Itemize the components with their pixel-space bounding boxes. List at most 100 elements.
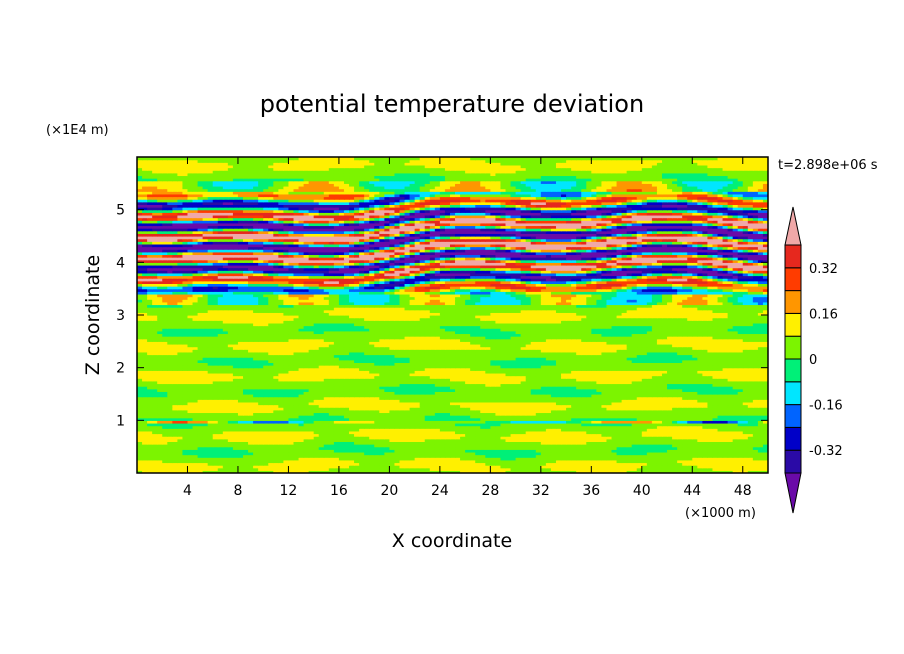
heatmap-cell <box>374 459 380 464</box>
heatmap-cell <box>555 438 562 442</box>
heatmap-cell <box>540 394 547 398</box>
heatmap-cell <box>525 428 532 432</box>
heatmap-cell <box>661 457 668 461</box>
heatmap-cell <box>298 454 305 458</box>
heatmap-cell <box>702 454 709 458</box>
heatmap-cell <box>530 438 537 442</box>
heatmap-cell <box>253 396 259 400</box>
heatmap-cell <box>217 470 224 473</box>
heatmap-cell <box>192 399 199 403</box>
heatmap-cell <box>460 420 466 424</box>
heatmap-cell <box>318 378 325 382</box>
heatmap-cell <box>555 396 562 400</box>
heatmap-cell <box>404 388 411 392</box>
heatmap-cell <box>500 433 507 437</box>
heatmap-cell <box>631 441 638 445</box>
heatmap-cell <box>354 422 360 427</box>
heatmap-cell <box>747 441 754 445</box>
heatmap-cell <box>460 409 466 414</box>
heatmap-cell <box>747 465 754 469</box>
heatmap-cell <box>525 451 532 456</box>
heatmap-cell <box>328 383 335 387</box>
heatmap-cell <box>545 383 552 387</box>
heatmap-cell <box>217 444 224 448</box>
heatmap-cell <box>394 422 401 427</box>
heatmap-cell <box>152 467 158 471</box>
heatmap-cell <box>550 401 557 406</box>
heatmap-cell <box>515 391 522 395</box>
heatmap-cell <box>323 407 330 411</box>
heatmap-cell <box>475 438 481 442</box>
heatmap-cell <box>137 386 143 390</box>
heatmap-cell <box>162 415 168 419</box>
heatmap-cell <box>379 388 385 392</box>
heatmap-cell <box>757 430 764 435</box>
heatmap-cell <box>722 470 729 473</box>
heatmap-cell <box>596 388 603 392</box>
heatmap-cell <box>202 428 209 432</box>
heatmap-cell <box>137 388 143 392</box>
heatmap-cell <box>505 412 512 416</box>
heatmap-cell <box>596 386 603 390</box>
heatmap-cell <box>530 380 537 385</box>
heatmap-cell <box>540 407 547 411</box>
heatmap-cell <box>626 399 633 403</box>
heatmap-cell <box>278 446 284 450</box>
heatmap-cell <box>747 449 754 453</box>
heatmap-cell <box>227 401 234 406</box>
heatmap-cell <box>555 380 562 385</box>
heatmap-cell <box>293 451 300 456</box>
heatmap-cell <box>611 454 618 458</box>
heatmap-cell <box>606 438 613 442</box>
heatmap-cell <box>712 425 719 429</box>
heatmap-cell <box>475 462 481 466</box>
heatmap-cell <box>677 430 683 435</box>
heatmap-cell <box>172 430 178 435</box>
heatmap-cell <box>303 412 310 416</box>
heatmap-cell <box>727 436 734 440</box>
heatmap-cell <box>394 407 401 411</box>
heatmap-cell <box>374 409 380 414</box>
heatmap-cell <box>470 417 476 421</box>
heatmap-cell <box>717 415 724 419</box>
heatmap-cell <box>762 441 768 445</box>
heatmap-cell <box>656 420 663 424</box>
heatmap-cell <box>470 433 476 437</box>
heatmap-cell <box>697 415 703 419</box>
heatmap-cell <box>338 451 345 456</box>
heatmap-cell <box>308 433 315 437</box>
heatmap-cell <box>232 407 239 411</box>
heatmap-cell <box>318 438 325 442</box>
heatmap-cell <box>540 436 547 440</box>
heatmap-cell <box>167 438 173 442</box>
heatmap-cell <box>485 441 491 445</box>
heatmap-cell <box>394 380 401 385</box>
heatmap-cell <box>147 394 153 398</box>
heatmap-cell <box>596 409 603 414</box>
heatmap-cell <box>217 394 224 398</box>
heatmap-cell <box>152 417 158 421</box>
heatmap-cell <box>147 470 153 473</box>
heatmap-cell <box>313 438 320 442</box>
heatmap-cell <box>631 396 638 400</box>
heatmap-cell <box>707 438 714 442</box>
heatmap-cell <box>288 412 295 416</box>
heatmap-cell <box>651 438 658 442</box>
heatmap-cell <box>596 383 603 387</box>
heatmap-cell <box>591 425 597 429</box>
heatmap-cell <box>434 457 441 461</box>
heatmap-cell <box>429 462 436 466</box>
heatmap-cell <box>162 420 168 424</box>
heatmap-cell <box>692 412 698 416</box>
heatmap-cell <box>369 415 375 419</box>
heatmap-cell <box>601 404 608 408</box>
heatmap-cell <box>162 383 168 387</box>
heatmap-cell <box>328 378 335 382</box>
heatmap-cell <box>263 420 269 424</box>
heatmap-cell <box>500 446 507 450</box>
heatmap-cell <box>702 388 709 392</box>
heatmap-cell <box>404 449 411 453</box>
heatmap-cell <box>162 407 168 411</box>
heatmap-cell <box>288 451 295 456</box>
heatmap-cell <box>333 433 340 437</box>
